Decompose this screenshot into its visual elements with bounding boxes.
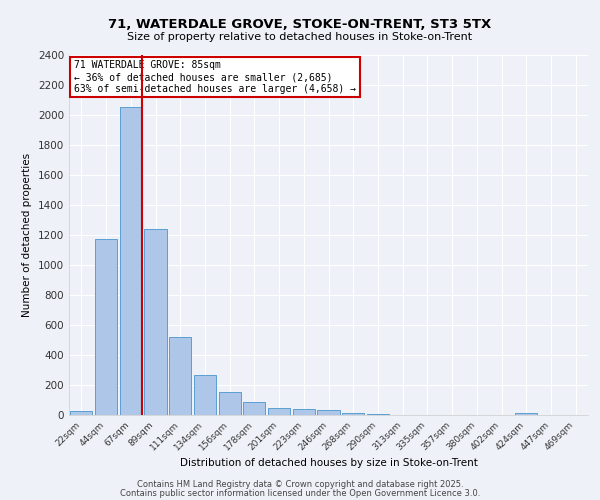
Bar (70, 411, 92, 415)
Text: Size of property relative to detached houses in Stoke-on-Trent: Size of property relative to detached ho… (127, 32, 473, 42)
Bar (95, 240, 117, 415)
Y-axis label: Number of detached properties: Number of detached properties (22, 153, 32, 317)
Bar (342, 413, 364, 415)
Bar (218, 392, 241, 415)
Bar (293, 410, 315, 415)
Bar (145, 229, 167, 415)
Text: Contains HM Land Registry data © Crown copyright and database right 2025.: Contains HM Land Registry data © Crown c… (137, 480, 463, 489)
Bar (169, 337, 191, 415)
X-axis label: Distribution of detached houses by size in Stoke-on-Trent: Distribution of detached houses by size … (179, 458, 478, 468)
Text: 71 WATERDALE GROVE: 85sqm
← 36% of detached houses are smaller (2,685)
63% of se: 71 WATERDALE GROVE: 85sqm ← 36% of detac… (74, 60, 356, 94)
Bar (194, 374, 216, 415)
Text: 71, WATERDALE GROVE, STOKE-ON-TRENT, ST3 5TX: 71, WATERDALE GROVE, STOKE-ON-TRENT, ST3… (109, 18, 491, 30)
Bar (317, 410, 340, 415)
Bar (119, 108, 142, 415)
Bar (515, 413, 538, 415)
Text: Contains public sector information licensed under the Open Government Licence 3.: Contains public sector information licen… (120, 489, 480, 498)
Bar (268, 408, 290, 415)
Bar (243, 402, 265, 415)
Bar (367, 414, 389, 415)
